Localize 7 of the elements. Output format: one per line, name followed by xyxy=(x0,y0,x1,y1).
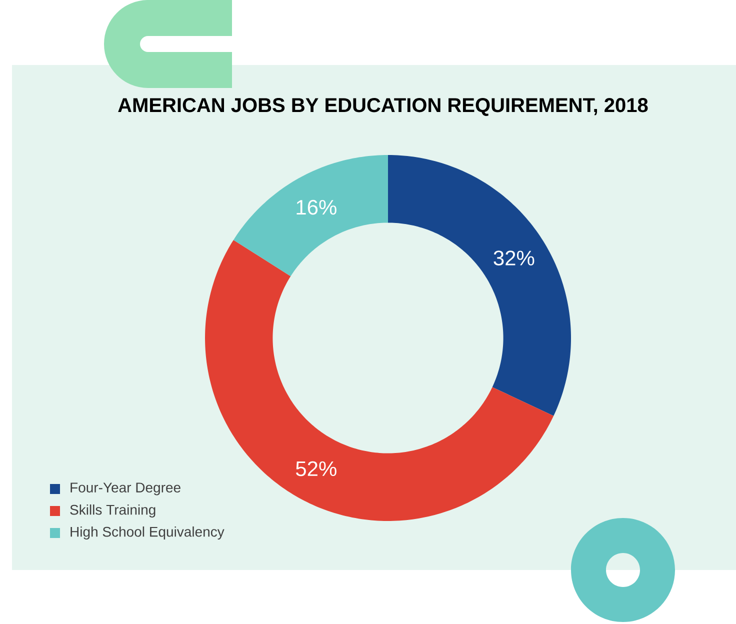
data-label: 16% xyxy=(296,200,336,215)
chart-title: AMERICAN JOBS BY EDUCATION REQUIREMENT, 2018 xyxy=(118,98,648,116)
legend-label: Four-Year Degree xyxy=(70,482,180,496)
legend-label: High School Equivalency xyxy=(70,526,224,540)
legend-label: Skills Training xyxy=(70,504,156,518)
data-label: 32% xyxy=(494,250,534,266)
data-label: 52% xyxy=(296,461,336,476)
